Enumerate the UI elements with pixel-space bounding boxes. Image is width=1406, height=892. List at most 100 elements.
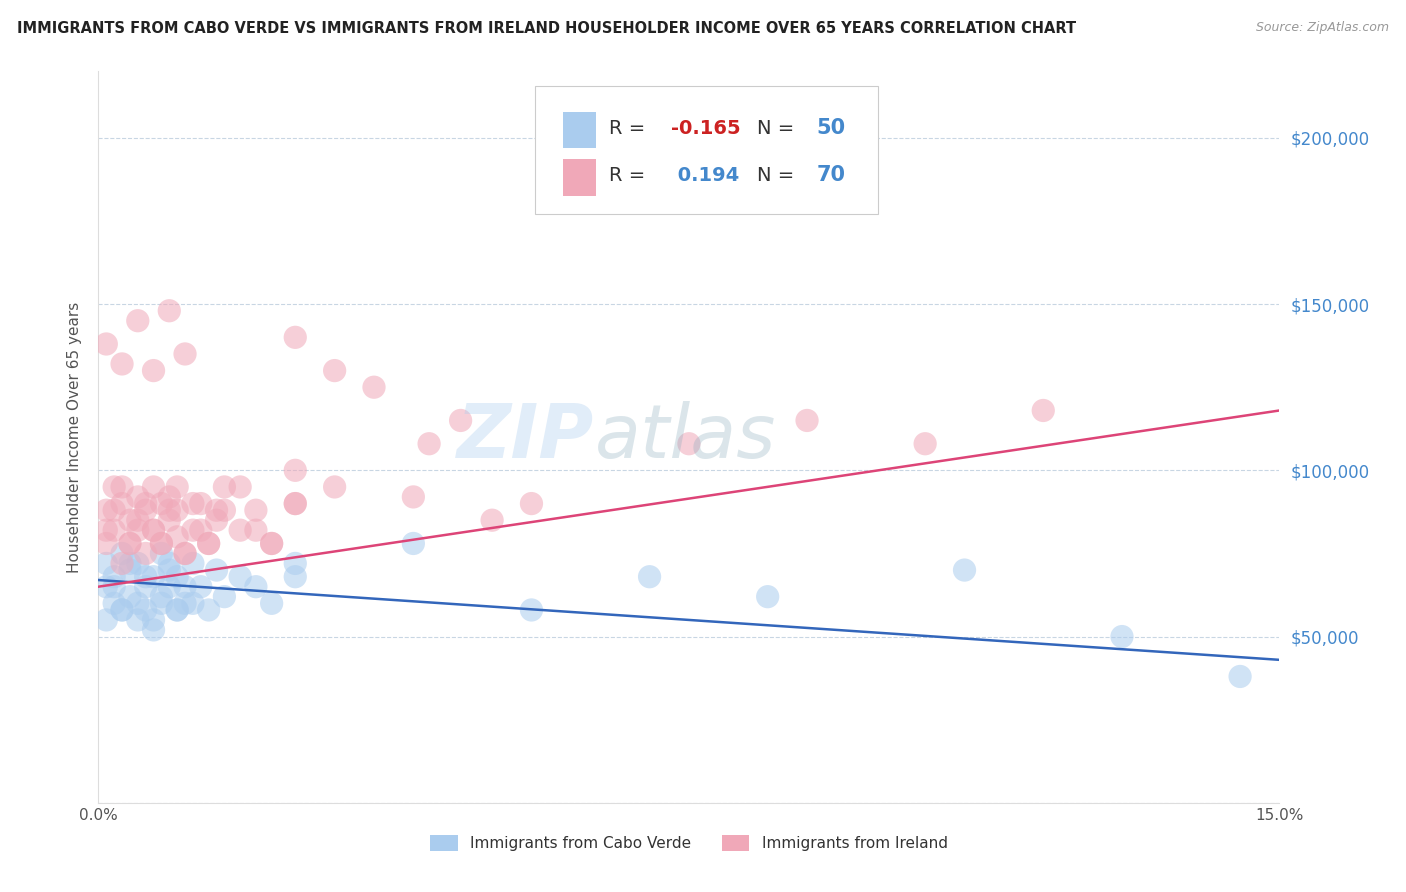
Text: 50: 50 — [817, 119, 845, 138]
Point — [284, 570, 307, 584]
Point — [1111, 630, 1133, 644]
Point — [135, 546, 157, 560]
Point — [174, 580, 197, 594]
Point — [481, 513, 503, 527]
Point — [323, 480, 346, 494]
Point — [142, 363, 165, 377]
Point — [174, 546, 197, 560]
Point — [103, 480, 125, 494]
Point — [190, 580, 212, 594]
Point — [520, 603, 543, 617]
Point — [363, 380, 385, 394]
Point — [96, 557, 118, 571]
Point — [157, 503, 180, 517]
Point — [96, 613, 118, 627]
Point — [127, 557, 149, 571]
Point — [229, 480, 252, 494]
Point — [914, 436, 936, 450]
Point — [111, 546, 134, 560]
Point — [174, 596, 197, 610]
Point — [214, 480, 236, 494]
Point — [118, 590, 141, 604]
Point — [166, 480, 188, 494]
Point — [229, 523, 252, 537]
Point — [135, 603, 157, 617]
Point — [1032, 403, 1054, 417]
Point — [181, 497, 204, 511]
Text: Source: ZipAtlas.com: Source: ZipAtlas.com — [1256, 21, 1389, 35]
Point — [142, 613, 165, 627]
Point — [181, 596, 204, 610]
Y-axis label: Householder Income Over 65 years: Householder Income Over 65 years — [67, 301, 83, 573]
Text: R =: R = — [609, 166, 651, 185]
Point — [157, 303, 180, 318]
Point — [1229, 669, 1251, 683]
Point — [111, 497, 134, 511]
Point — [214, 590, 236, 604]
Point — [181, 557, 204, 571]
Point — [150, 546, 173, 560]
Point — [103, 570, 125, 584]
Point — [118, 513, 141, 527]
Point — [450, 413, 472, 427]
Point — [118, 536, 141, 550]
Point — [678, 436, 700, 450]
Point — [127, 523, 149, 537]
Point — [166, 570, 188, 584]
Point — [284, 497, 307, 511]
Text: R =: R = — [609, 119, 651, 138]
Point — [157, 563, 180, 577]
Point — [150, 497, 173, 511]
Point — [150, 536, 173, 550]
Point — [197, 536, 219, 550]
Point — [174, 546, 197, 560]
Point — [205, 503, 228, 517]
Point — [96, 523, 118, 537]
Point — [96, 536, 118, 550]
Point — [323, 363, 346, 377]
Point — [796, 413, 818, 427]
Point — [260, 536, 283, 550]
Point — [260, 536, 283, 550]
Point — [245, 503, 267, 517]
Point — [174, 347, 197, 361]
Text: 0.194: 0.194 — [671, 166, 740, 185]
Point — [190, 523, 212, 537]
Point — [142, 523, 165, 537]
Point — [418, 436, 440, 450]
Legend: Immigrants from Cabo Verde, Immigrants from Ireland: Immigrants from Cabo Verde, Immigrants f… — [425, 830, 953, 857]
Point — [157, 513, 180, 527]
Point — [142, 570, 165, 584]
Point — [111, 480, 134, 494]
Point — [96, 337, 118, 351]
Point — [284, 557, 307, 571]
Point — [118, 557, 141, 571]
Point — [127, 314, 149, 328]
Point — [402, 536, 425, 550]
Point — [96, 503, 118, 517]
FancyBboxPatch shape — [536, 86, 877, 214]
Point — [953, 563, 976, 577]
Point — [284, 463, 307, 477]
Point — [127, 513, 149, 527]
Text: ZIP: ZIP — [457, 401, 595, 474]
Point — [103, 596, 125, 610]
Text: N =: N = — [758, 166, 801, 185]
Point — [157, 580, 180, 594]
Point — [118, 563, 141, 577]
Point — [520, 497, 543, 511]
Point — [190, 497, 212, 511]
Text: atlas: atlas — [595, 401, 776, 473]
Point — [245, 523, 267, 537]
Point — [205, 513, 228, 527]
Point — [135, 580, 157, 594]
Point — [142, 523, 165, 537]
Point — [103, 523, 125, 537]
Point — [197, 603, 219, 617]
Point — [135, 570, 157, 584]
Point — [756, 590, 779, 604]
Point — [638, 570, 661, 584]
Point — [103, 503, 125, 517]
Point — [284, 330, 307, 344]
Bar — [562, 112, 596, 148]
